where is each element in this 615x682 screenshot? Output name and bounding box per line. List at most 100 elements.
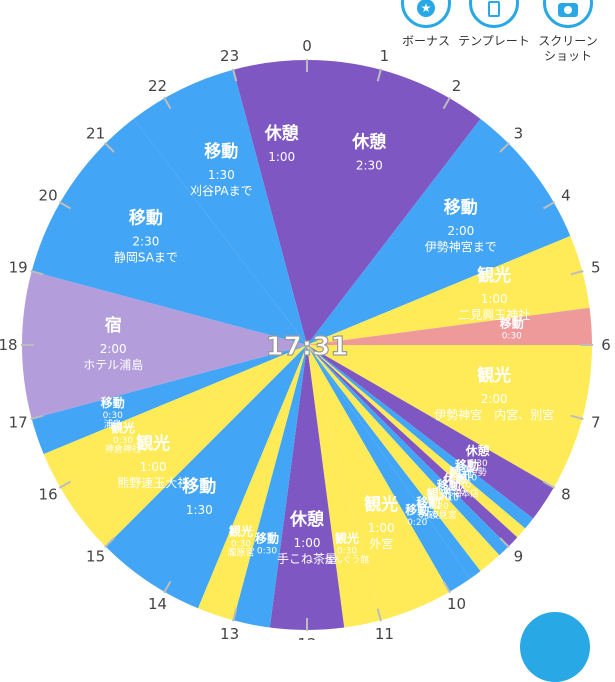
segment-title: 移動 — [405, 502, 429, 517]
segment-label: 移動0:20 — [405, 502, 429, 528]
hour-label: 10 — [447, 595, 466, 613]
hour-tick — [442, 96, 451, 110]
bonus-button[interactable]: ★ ボーナス — [386, 0, 466, 49]
hour-label: 15 — [86, 547, 105, 565]
segment-title: 観光 — [136, 433, 170, 454]
schedule-segment[interactable] — [233, 345, 307, 628]
add-schedule-button[interactable] — [520, 612, 590, 682]
hour-label: 9 — [514, 547, 524, 565]
schedule-segment[interactable] — [307, 345, 554, 519]
schedule-segment[interactable] — [307, 60, 481, 345]
schedule-segment[interactable] — [233, 60, 307, 345]
hour-label: 4 — [561, 187, 571, 205]
hour-label: 16 — [39, 486, 58, 504]
hour-label: 0 — [302, 37, 312, 55]
schedule-segment[interactable] — [269, 345, 345, 630]
segment-title: 移動 — [437, 477, 461, 492]
schedule-segment[interactable] — [307, 345, 526, 538]
hour-tick — [232, 608, 238, 622]
segment-duration: 2:30 — [132, 234, 159, 248]
segment-duration: 0:30 — [467, 459, 487, 469]
segment-place: 伊勢 — [469, 466, 487, 478]
hour-tick — [30, 270, 44, 276]
hour-label: 19 — [9, 259, 28, 277]
current-time: 17:31 — [266, 332, 349, 362]
template-button[interactable]: テンプレート — [454, 0, 534, 49]
segment-place: 外宮 — [369, 536, 393, 551]
segment-duration: 0:10 — [451, 480, 471, 490]
hour-tick — [570, 270, 584, 276]
schedule-segment[interactable] — [307, 118, 571, 345]
schedule-segment[interactable] — [307, 345, 534, 529]
segment-place: ホテル浦島 — [83, 357, 143, 372]
schedule-segment[interactable] — [197, 345, 307, 621]
hour-tick — [542, 480, 556, 489]
hour-label: 14 — [148, 595, 167, 613]
hour-label: 18 — [0, 336, 18, 354]
schedule-segment[interactable] — [307, 345, 381, 628]
hour-tick — [104, 537, 115, 548]
schedule-segment[interactable] — [307, 345, 592, 488]
schedule-segment[interactable] — [60, 345, 308, 547]
segment-title: 移動 — [444, 197, 478, 218]
schedule-segment[interactable] — [307, 235, 590, 345]
segment-place: 瀧原宮 — [227, 546, 254, 558]
segment-title: 宿 — [105, 315, 122, 336]
segment-title: 観光 — [427, 486, 451, 501]
segment-label: 移動 1:30 — [182, 476, 216, 517]
schedule-segment[interactable] — [307, 345, 509, 556]
schedule-segment[interactable] — [133, 69, 308, 346]
schedule-segment[interactable] — [31, 345, 308, 455]
screenshot-button[interactable]: スクリーン ショット — [528, 0, 608, 64]
schedule-segment[interactable] — [307, 345, 481, 579]
hour-tick — [232, 68, 238, 82]
segment-place: 手こね茶屋 — [277, 551, 337, 566]
segment-place: 刈谷PAまで — [190, 184, 253, 198]
segment-title: 休憩 — [442, 471, 467, 486]
segment-duration: 0:10 — [439, 493, 459, 503]
segment-title: 移動 — [255, 530, 279, 545]
schedule-clock[interactable]: 休憩1:00休憩2:30移動2:00伊勢神宮まで観光1:00二見興玉神社移動0:… — [0, 0, 615, 640]
segment-title: 休憩 — [264, 123, 299, 144]
segment-title: 休憩 — [289, 509, 324, 530]
segment-place: 赤福本店 — [443, 487, 479, 499]
segment-label: 移動0:10 — [437, 477, 461, 503]
schedule-segment[interactable] — [307, 345, 518, 547]
schedule-segment[interactable] — [307, 307, 592, 345]
hour-label: 11 — [375, 625, 394, 640]
star-icon: ★ — [417, 0, 435, 17]
hour-label: 7 — [591, 413, 601, 431]
segment-title: 移動 — [416, 495, 440, 510]
hour-label: 1 — [380, 47, 390, 65]
schedule-segment[interactable] — [307, 345, 450, 621]
segment-title: 移動 — [455, 458, 479, 473]
segment-title: 観光 — [229, 523, 253, 538]
schedule-segment[interactable] — [307, 345, 471, 592]
segment-duration: 0:30 — [113, 436, 133, 446]
schedule-segment[interactable] — [307, 345, 500, 572]
segment-place: 伊勢神宮まで — [425, 239, 497, 254]
segment-duration: 0:30 — [231, 539, 251, 549]
hour-tick — [58, 480, 72, 489]
hour-label: 12 — [297, 635, 316, 640]
segment-duration: 1:00 — [268, 150, 295, 164]
segment-duration: 0:30 — [257, 546, 277, 556]
segment-place: 神倉神社 — [105, 443, 141, 455]
hour-tick — [376, 608, 382, 622]
segment-duration: 1:30 — [208, 168, 235, 182]
schedule-segment[interactable] — [21, 271, 308, 419]
hour-tick — [542, 201, 556, 210]
hour-tick — [163, 96, 172, 110]
schedule-segment[interactable] — [43, 345, 307, 488]
segment-title: 移動 — [182, 476, 216, 497]
schedule-segment[interactable] — [31, 118, 308, 345]
schedule-segment[interactable] — [105, 345, 307, 609]
segment-place: せんぐう館 — [325, 553, 370, 565]
